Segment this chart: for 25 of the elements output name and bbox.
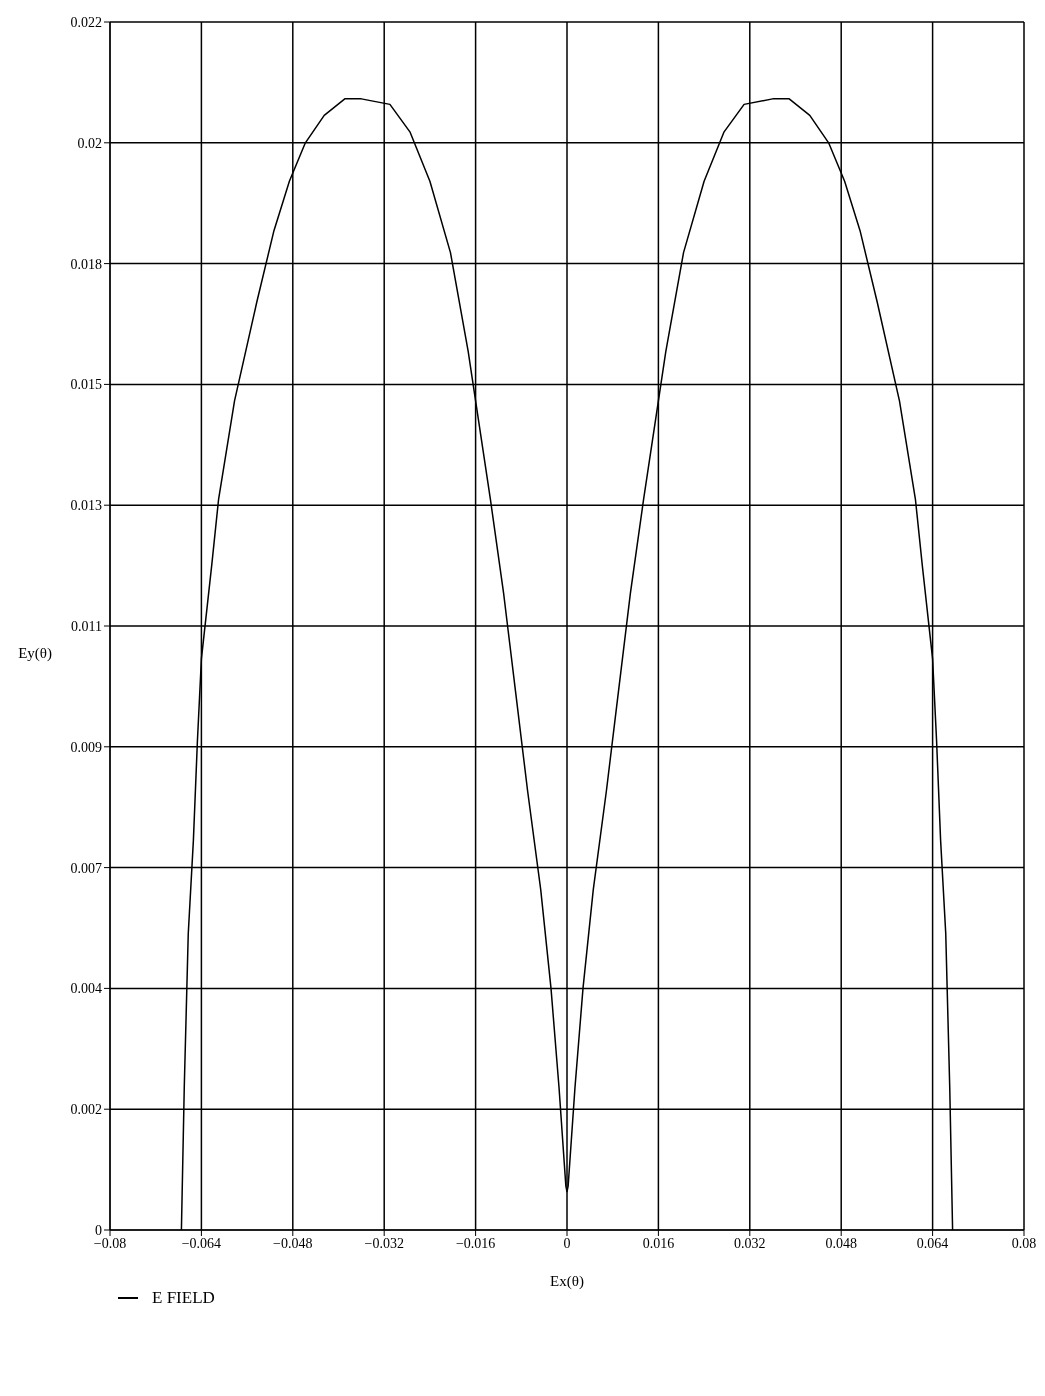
x-tick-label: −0.032 — [364, 1235, 404, 1251]
y-tick-label: 0.002 — [70, 1102, 102, 1118]
y-tick-label: 0.004 — [70, 981, 102, 997]
x-tick-label: 0 — [563, 1235, 571, 1251]
x-tick-label: −0.016 — [455, 1235, 496, 1251]
x-tick-label: 0.016 — [642, 1235, 675, 1251]
x-axis-title: Ex(θ) — [550, 1273, 584, 1290]
y-tick-label: 0.018 — [70, 256, 102, 272]
y-tick-label: 0.013 — [70, 498, 102, 514]
x-tick-label: 0.032 — [734, 1235, 766, 1251]
x-tick-label: −0.064 — [181, 1235, 222, 1251]
legend-label: E FIELD — [152, 1288, 215, 1308]
y-tick-label: 0.015 — [70, 377, 102, 393]
y-tick-label: 0.02 — [77, 135, 102, 151]
y-tick-label: 0.011 — [71, 618, 102, 634]
y-tick-label: 0 — [95, 1222, 102, 1238]
y-tick-label: 0.009 — [70, 739, 102, 755]
x-tick-label: 0.08 — [1011, 1235, 1037, 1251]
x-tick-label: 0.048 — [825, 1235, 857, 1251]
x-tick-label: −0.08 — [93, 1235, 127, 1251]
x-tick-label: 0.064 — [916, 1235, 949, 1251]
y-axis-title: Ey(θ) — [17, 644, 53, 662]
y-tick-label: 0.022 — [70, 14, 102, 30]
x-tick-label: −0.048 — [273, 1235, 313, 1251]
y-tick-label: 0.007 — [70, 860, 102, 876]
